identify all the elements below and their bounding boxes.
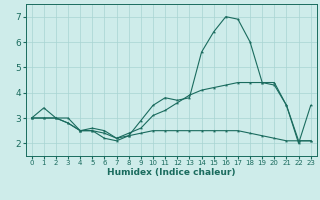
X-axis label: Humidex (Indice chaleur): Humidex (Indice chaleur) — [107, 168, 236, 177]
